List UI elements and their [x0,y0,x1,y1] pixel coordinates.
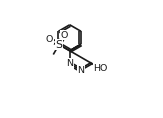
Text: N: N [77,66,84,75]
Text: O: O [61,31,68,40]
Text: N: N [66,59,73,68]
Text: O: O [46,35,53,44]
Text: S: S [56,40,63,50]
Text: HO: HO [93,64,108,73]
